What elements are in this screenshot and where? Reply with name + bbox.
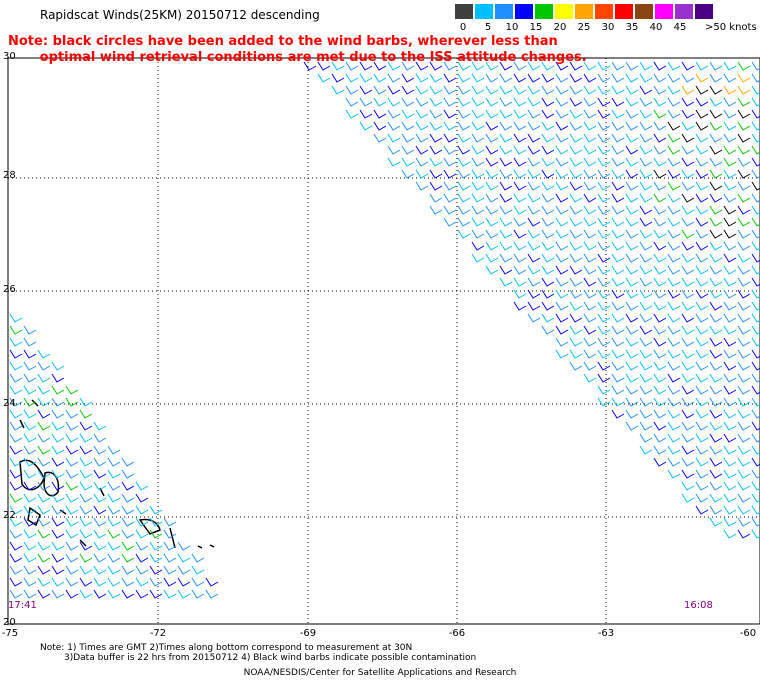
scale-swatch — [695, 4, 713, 19]
footer-note-1: Note: 1) Times are GMT 2)Times along bot… — [40, 643, 413, 653]
scale-label: 0 — [459, 22, 467, 33]
lon-label-63: -63 — [597, 628, 615, 639]
wind-barbs — [9, 61, 760, 599]
lat-label-28: 28 — [3, 170, 16, 181]
scale-swatch — [475, 4, 493, 19]
scale-swatch — [495, 4, 513, 19]
scale-label: 25 — [577, 22, 591, 33]
scale-label: 5 — [484, 22, 492, 33]
scale-label: 40 — [649, 22, 663, 33]
scale-swatch — [515, 4, 533, 19]
scale-label: 10 — [505, 22, 519, 33]
map-frame — [7, 57, 760, 625]
lon-label-60: -60 — [739, 628, 757, 639]
footer-note-2: 3)Data buffer is 22 hrs from 20150712 4)… — [64, 653, 477, 663]
lat-label-24: 24 — [3, 398, 16, 409]
footer-credit: NOAA/NESDIS/Center for Satellite Applica… — [243, 668, 517, 678]
lat-label-26: 26 — [3, 284, 16, 295]
pass-time-right: 16:08 — [684, 600, 713, 611]
lat-label-22: 22 — [3, 510, 16, 521]
scale-label: 15 — [529, 22, 543, 33]
scale-swatch — [615, 4, 633, 19]
lon-label-72: -72 — [149, 628, 167, 639]
scale-swatch — [635, 4, 653, 19]
scale-swatch — [555, 4, 573, 19]
lon-label-66: -66 — [448, 628, 466, 639]
scale-label: >50 knots — [705, 22, 757, 33]
scale-swatch — [575, 4, 593, 19]
lon-label-69: -69 — [299, 628, 317, 639]
scale-label: 35 — [625, 22, 639, 33]
lat-label-30: 30 — [3, 51, 16, 62]
scale-label: 45 — [673, 22, 687, 33]
lon-label-75: -75 — [1, 628, 19, 639]
scale-label: 30 — [601, 22, 615, 33]
ISS-attitude-note: Note: black circles have been added to t… — [8, 34, 587, 65]
lat-lon-grid — [8, 58, 760, 624]
scale-label: 20 — [553, 22, 567, 33]
scale-swatch — [535, 4, 553, 19]
map-title: Rapidscat Winds(25KM) 20150712 descendin… — [40, 8, 320, 22]
scale-swatch — [675, 4, 693, 19]
scale-swatch — [655, 4, 673, 19]
pass-time-left: 17:41 — [8, 600, 37, 611]
scale-swatch — [455, 4, 473, 19]
scale-swatch — [595, 4, 613, 19]
lat-label-20: 20 — [3, 617, 16, 628]
